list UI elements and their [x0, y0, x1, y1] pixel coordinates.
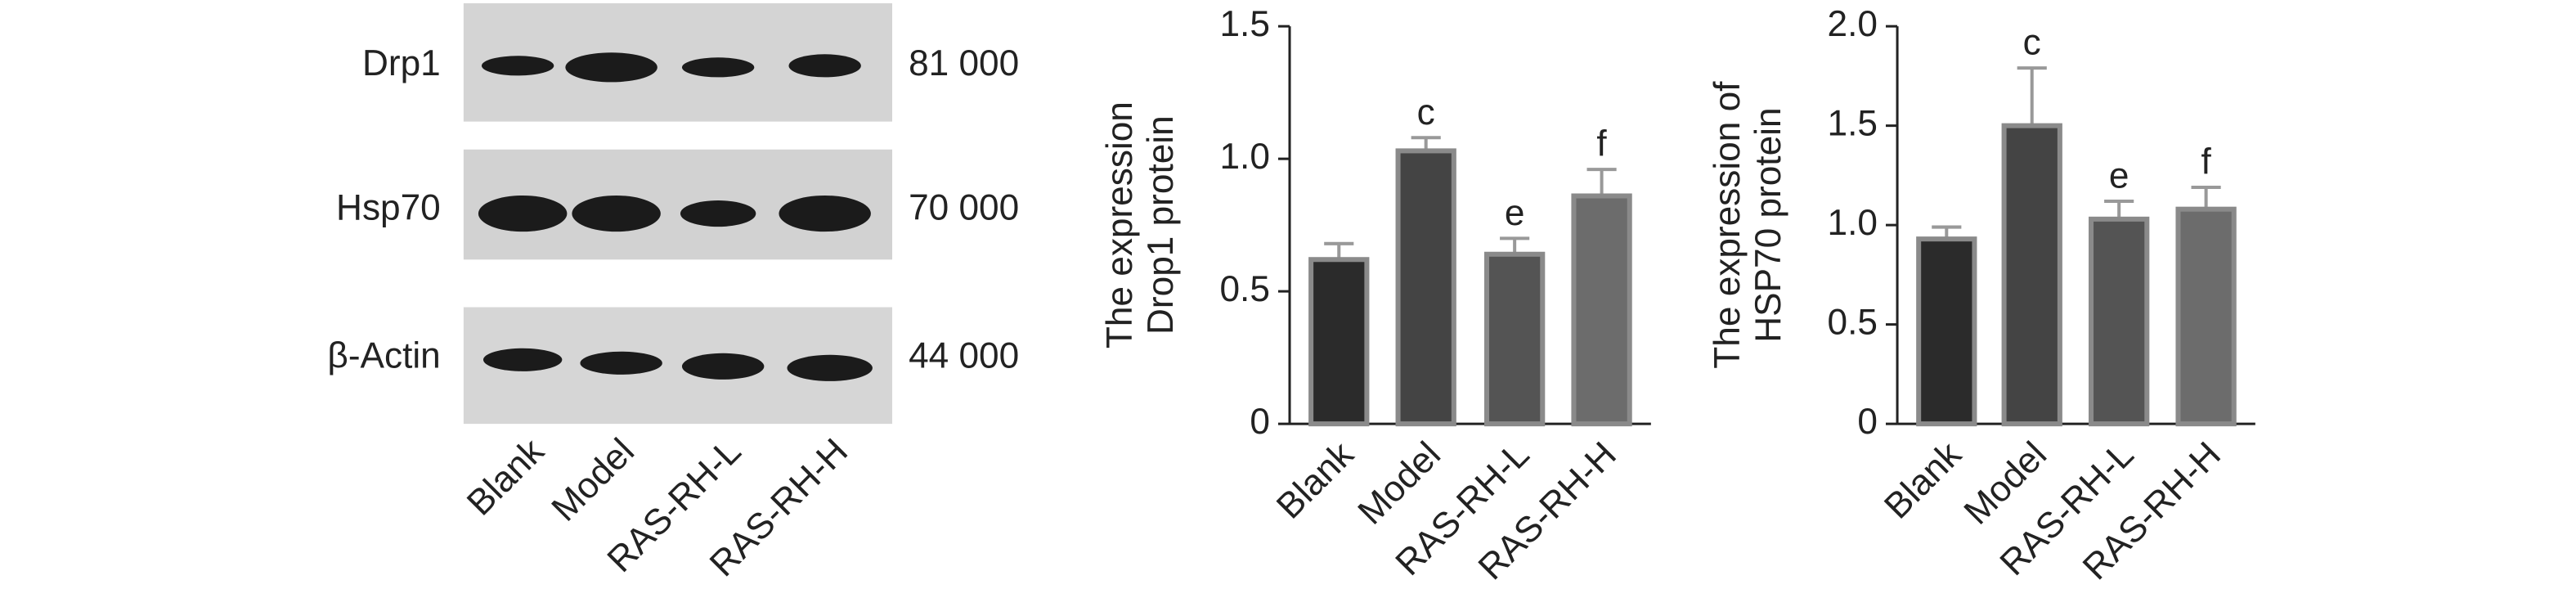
lane-label: Blank [460, 430, 552, 523]
band [787, 354, 873, 381]
y-tick-label: 2.0 [1828, 4, 1878, 44]
bar [1483, 251, 1546, 427]
y-tick-label: 1.0 [1828, 203, 1878, 243]
bar [2001, 123, 2062, 427]
y-tick-label: 1.0 [1220, 137, 1270, 177]
y-tick-label: 0 [1857, 402, 1878, 442]
blot-weight: 81 000 [909, 43, 1019, 83]
bar [2089, 216, 2150, 427]
annotation: e [2109, 156, 2129, 196]
band [580, 351, 662, 375]
band [779, 195, 871, 232]
annotation: f [2201, 142, 2211, 182]
blot-weight: 44 000 [909, 335, 1019, 375]
blot-row-label: Hsp70 [336, 188, 441, 228]
band [481, 56, 554, 76]
band [681, 57, 755, 78]
lane-label: Model [544, 431, 642, 529]
band [565, 52, 657, 83]
y-tick-label: 1.5 [1220, 4, 1270, 44]
bar [1916, 236, 1977, 427]
annotation: c [2023, 23, 2041, 63]
band [482, 348, 563, 371]
blot-row-label: Drp1 [362, 43, 441, 83]
band [478, 195, 568, 232]
bands [478, 52, 873, 381]
bar [1571, 193, 1632, 427]
y-tick-label: 0 [1250, 402, 1270, 442]
y-tick-label: 1.5 [1828, 103, 1878, 143]
band [572, 195, 661, 232]
annotation: f [1596, 124, 1607, 164]
bar [2175, 206, 2237, 427]
y-axis-label: HSP70 protein [1748, 107, 1788, 342]
band [680, 200, 756, 227]
x-tick-label: Blank [1269, 434, 1362, 526]
y-tick-label: 0.5 [1828, 302, 1878, 342]
blot-row-label: β-Actin [327, 335, 440, 375]
x-tick-label: Blank [1877, 434, 1969, 526]
annotation: e [1505, 193, 1525, 233]
bar [1395, 148, 1456, 427]
annotation: c [1417, 92, 1435, 133]
bar [1308, 257, 1370, 427]
y-tick-label: 0.5 [1220, 269, 1270, 309]
y-axis-label: The expression [1100, 101, 1140, 348]
band [681, 353, 765, 380]
band [788, 54, 861, 78]
y-axis-label: The expression of [1708, 81, 1748, 369]
y-axis-label: Drop1 protein [1141, 115, 1181, 335]
blot-weight: 70 000 [909, 188, 1019, 228]
